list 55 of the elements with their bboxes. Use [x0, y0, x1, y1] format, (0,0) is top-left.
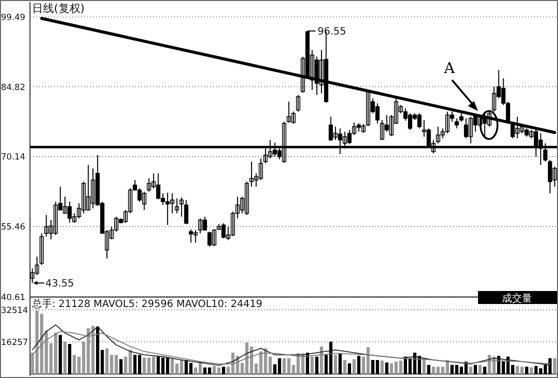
- bar: [58, 334, 62, 374]
- bar: [315, 356, 318, 374]
- annotation: 成交量: [502, 292, 532, 304]
- bar: [390, 363, 394, 374]
- y-tick-label: 16257: [1, 338, 28, 348]
- chart-title: 日线(复权): [32, 2, 85, 15]
- annotation: 43.55: [45, 278, 74, 290]
- bar: [208, 367, 212, 374]
- bar: [334, 354, 338, 374]
- bar: [385, 362, 388, 374]
- bar: [357, 356, 360, 374]
- bar: [520, 366, 524, 374]
- bar: [119, 359, 123, 374]
- y-tick-label: 32514: [1, 306, 28, 316]
- annotation: A: [443, 59, 455, 77]
- bar: [432, 366, 436, 374]
- line-series: [32, 324, 550, 366]
- bar: [180, 360, 184, 374]
- bar: [427, 364, 430, 374]
- bar: [530, 367, 533, 374]
- candlestick: [184, 199, 188, 225]
- candlestick: [454, 118, 459, 129]
- candlestick: [146, 178, 152, 192]
- bar: [474, 364, 477, 374]
- y-tick-label: 55.46: [1, 222, 26, 232]
- bar: [380, 360, 384, 374]
- bar: [68, 344, 72, 374]
- bar: [63, 342, 67, 374]
- bar: [138, 354, 142, 374]
- candlestick: [193, 229, 198, 244]
- bar: [478, 364, 482, 374]
- bar: [222, 366, 226, 374]
- bar: [343, 360, 346, 374]
- candlestick: [40, 232, 44, 266]
- bar: [483, 366, 486, 374]
- bar: [469, 366, 472, 374]
- candlestick: [179, 196, 184, 218]
- candlestick: [174, 198, 180, 214]
- bar: [310, 356, 314, 374]
- bar: [338, 353, 342, 374]
- bar: [525, 366, 528, 374]
- bar: [133, 354, 137, 374]
- annotation: 96.55: [317, 26, 346, 38]
- y-tick-label: 70.14: [1, 152, 26, 163]
- bar: [352, 359, 356, 374]
- bar: [553, 358, 556, 374]
- bar: [348, 363, 352, 374]
- bar: [152, 356, 156, 374]
- y-tick-label: 40.61: [1, 293, 26, 303]
- y-tick-label: 99.49: [1, 13, 26, 23]
- chart-title: 总手: 21128 MAVOL5: 29596 MAVOL10: 24419: [31, 298, 262, 310]
- y-tick-label: 84.82: [1, 82, 26, 93]
- bar: [166, 358, 170, 374]
- candlestick: [296, 94, 300, 112]
- bar: [105, 348, 109, 374]
